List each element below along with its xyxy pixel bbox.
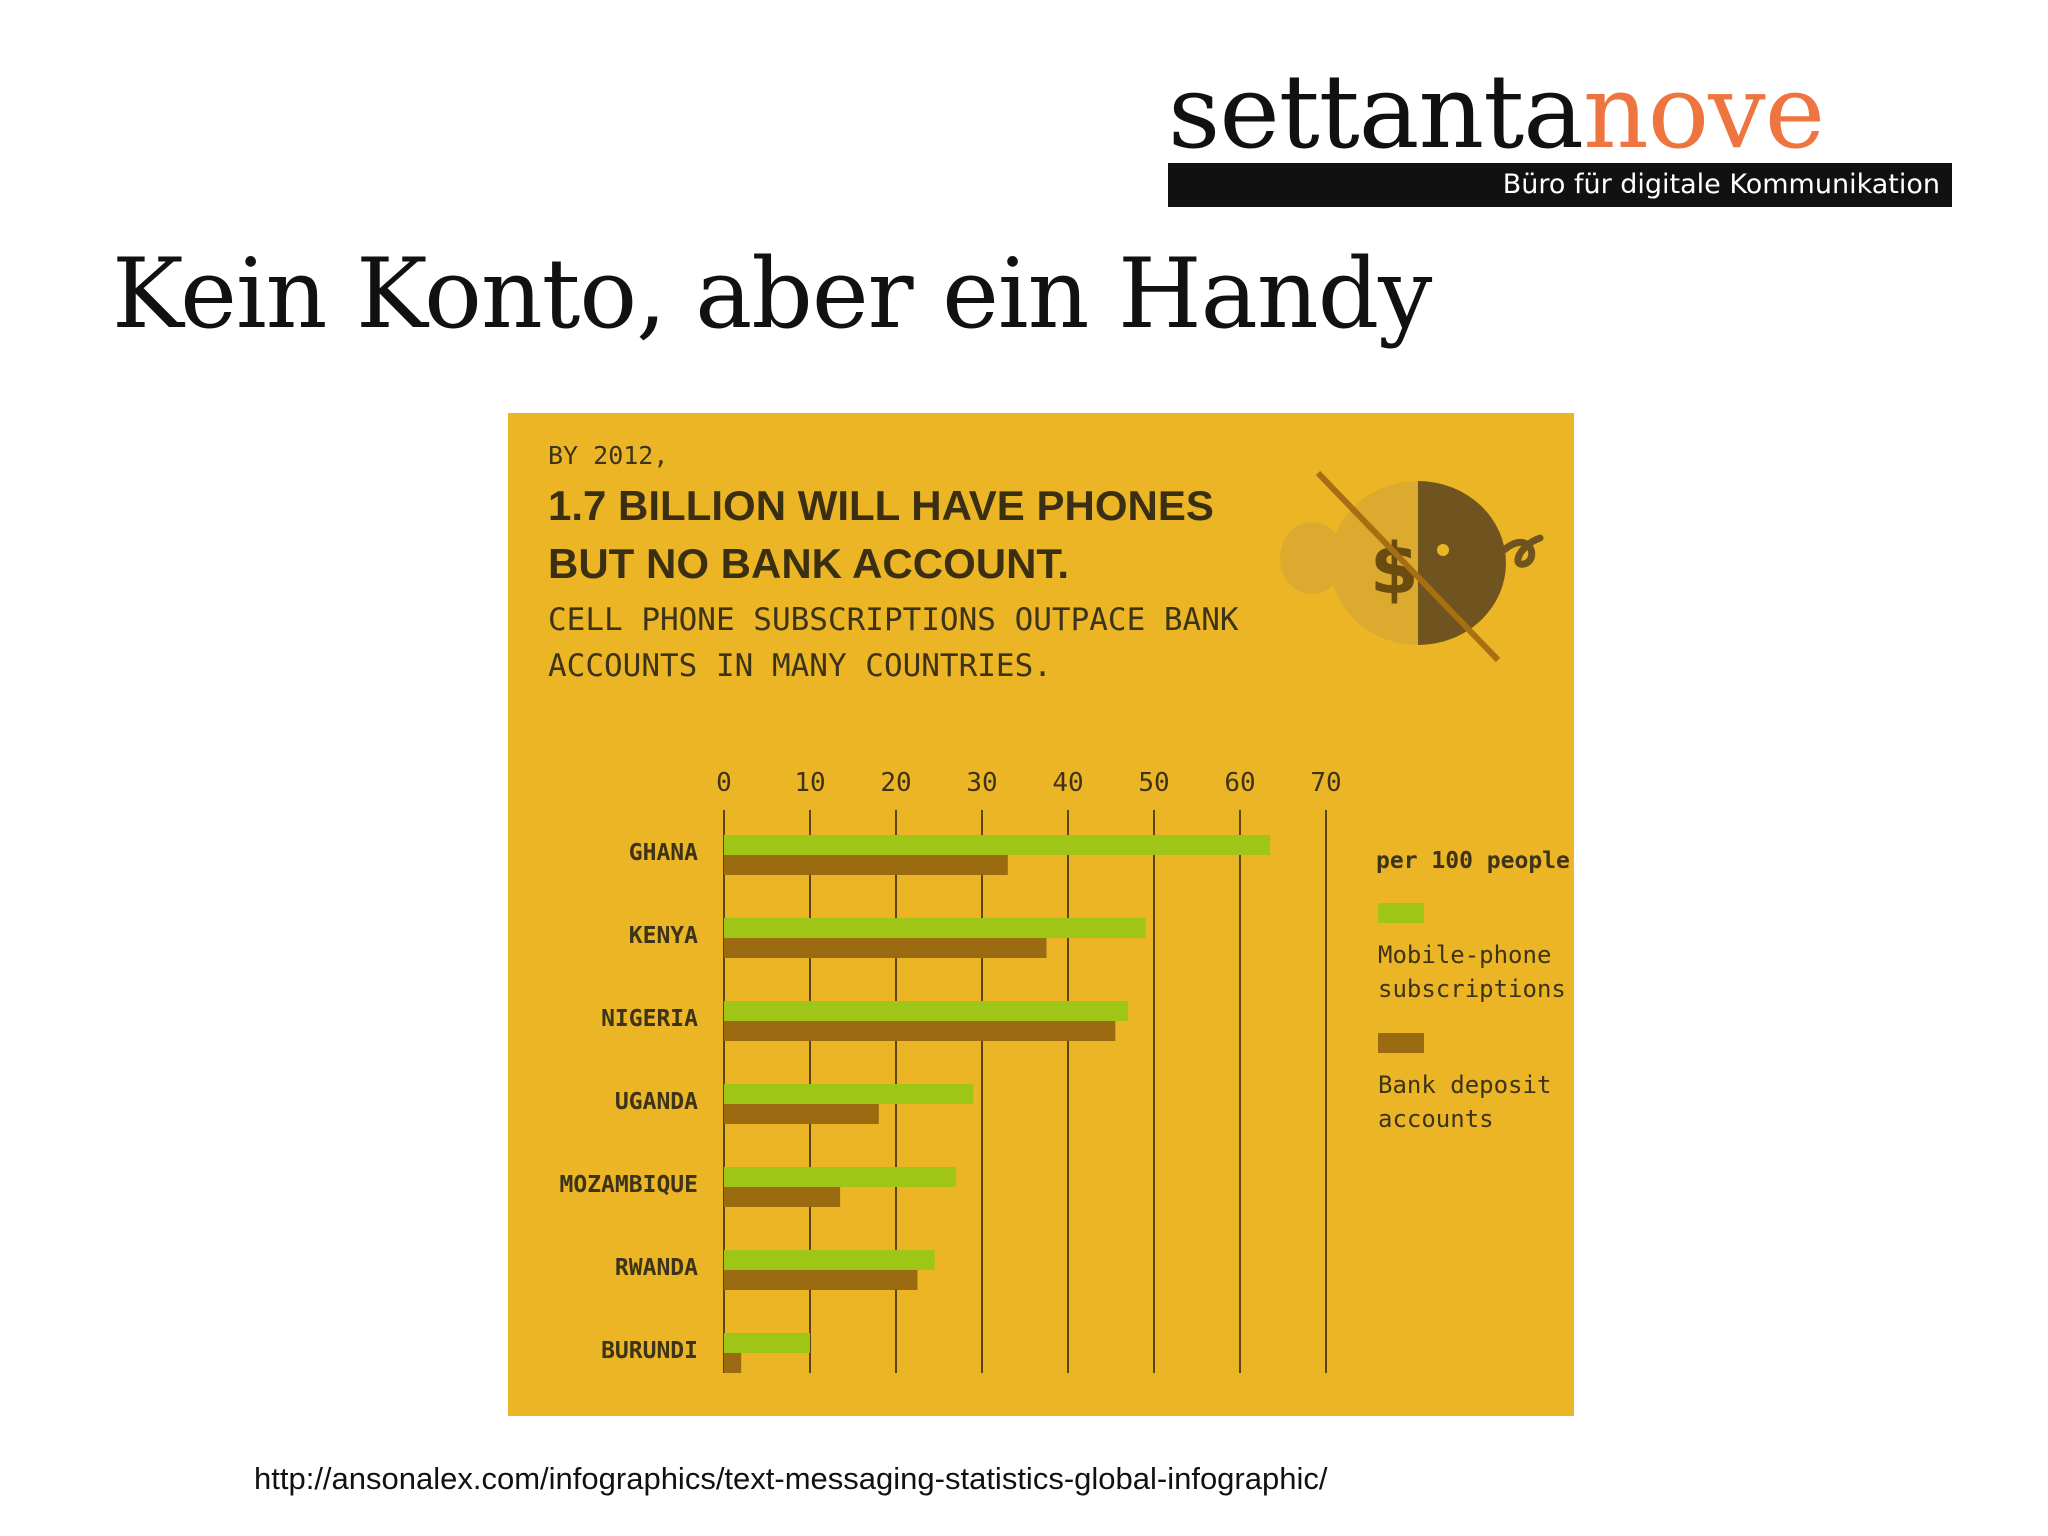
bar-mobile-ghana — [724, 835, 1271, 855]
bar-mobile-nigeria — [724, 1001, 1129, 1021]
headline-line-2: BUT NO BANK ACCOUNT. — [548, 540, 1070, 587]
logo-tagline: Büro für digitale Kommunikation — [1168, 163, 1952, 207]
infographic: BY 2012, 1.7 BILLION WILL HAVE PHONES BU… — [508, 413, 1574, 1416]
x-tick-label: 0 — [716, 768, 732, 798]
bar-mobile-rwanda — [724, 1250, 935, 1270]
bar-mobile-burundi — [724, 1333, 810, 1353]
category-label: RWANDA — [615, 1255, 698, 1281]
x-tick-label: 30 — [966, 768, 997, 798]
category-label: GHANA — [629, 840, 698, 866]
infographic-headline: 1.7 BILLION WILL HAVE PHONES BUT NO BANK… — [548, 477, 1214, 593]
infographic-subheadline: CELL PHONE SUBSCRIPTIONS OUTPACE BANK AC… — [548, 597, 1239, 689]
bar-bank-uganda — [724, 1104, 879, 1124]
logo-word-accent: nove — [1583, 53, 1825, 172]
x-tick-label: 20 — [880, 768, 911, 798]
category-label: NIGERIA — [601, 1006, 698, 1032]
legend-swatch — [1378, 903, 1424, 923]
category-label: BURUNDI — [601, 1338, 698, 1364]
infographic-by-line: BY 2012, — [548, 441, 669, 470]
bar-bank-rwanda — [724, 1270, 918, 1290]
bar-bank-burundi — [724, 1353, 742, 1373]
legend-label: Mobile-phone subscriptions — [1378, 941, 1566, 1003]
legend-label: Bank deposit accounts — [1378, 1071, 1551, 1133]
category-label: MOZAMBIQUE — [560, 1172, 698, 1198]
bar-bank-mozambique — [724, 1187, 841, 1207]
bar-bank-ghana — [724, 855, 1008, 875]
headline-line-1: 1.7 BILLION WILL HAVE PHONES — [548, 482, 1214, 529]
bar-chart: 0 10 20 30 40 50 60 70 GHANA KENYA NIGERIA UGANDA MO… — [560, 768, 1570, 1373]
x-tick-label: 40 — [1052, 768, 1083, 798]
settantanove-logo: settantanove Büro für digitale Kommunika… — [1168, 62, 1952, 212]
source-url-link[interactable]: http://ansonalex.com/infographics/text-m… — [254, 1461, 1328, 1496]
slide-title: Kein Konto, aber ein Handy — [112, 238, 1432, 350]
crossed-out-piggy-bank-icon: $ — [1280, 470, 1544, 663]
bar-bank-nigeria — [724, 1021, 1116, 1041]
legend-swatch — [1378, 1033, 1424, 1053]
x-tick-label: 10 — [794, 768, 825, 798]
bar-mobile-mozambique — [724, 1167, 957, 1187]
x-tick-label: 60 — [1224, 768, 1255, 798]
category-label: KENYA — [629, 923, 698, 949]
logo-wordmark: settantanove — [1168, 62, 1825, 164]
bar-bank-kenya — [724, 938, 1047, 958]
unit-label: per 100 people — [1376, 848, 1570, 874]
x-tick-label: 50 — [1138, 768, 1169, 798]
logo-word-main: settanta — [1168, 53, 1584, 172]
x-tick-label: 70 — [1310, 768, 1341, 798]
subheadline-line-1: CELL PHONE SUBSCRIPTIONS OUTPACE BANK — [548, 602, 1239, 638]
subheadline-line-2: ACCOUNTS IN MANY COUNTRIES. — [548, 648, 1052, 684]
bar-mobile-kenya — [724, 918, 1146, 938]
bar-mobile-uganda — [724, 1084, 974, 1104]
category-label: UGANDA — [615, 1089, 698, 1115]
